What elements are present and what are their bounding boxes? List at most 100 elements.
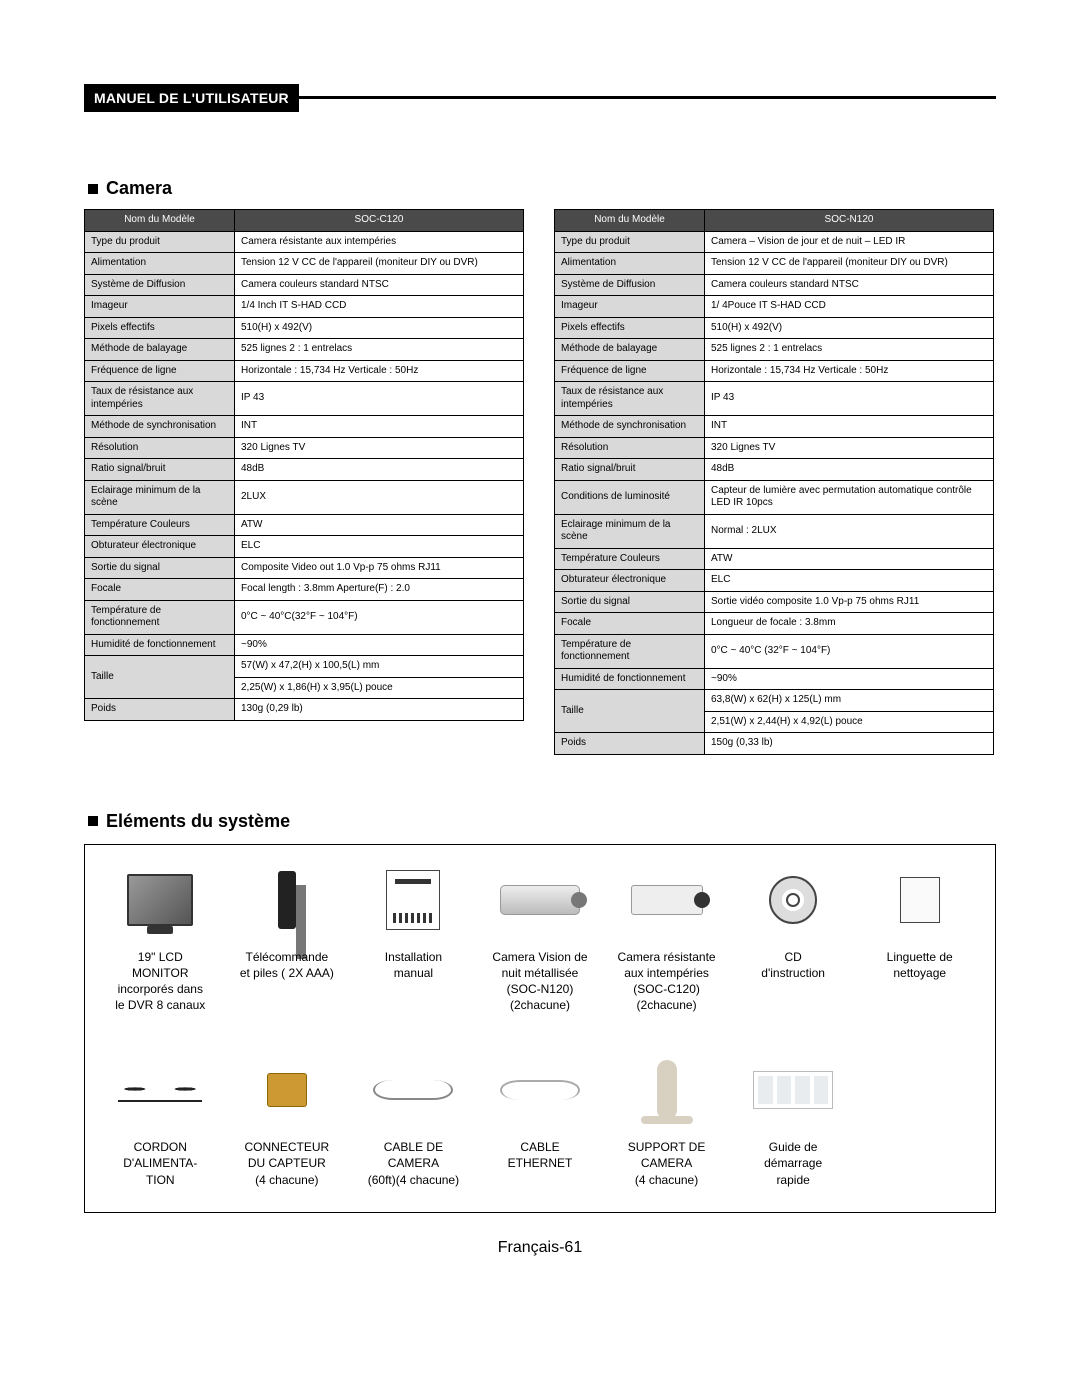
items-row-1: 19" LCD MONITOR incorporés dans le DVR 8… [105,865,975,1014]
item-icon [875,1055,965,1125]
table-row: AlimentationTension 12 V CC de l'apparei… [85,253,524,275]
system-elements-box: 19" LCD MONITOR incorporés dans le DVR 8… [84,844,996,1213]
table-row: Système de DiffusionCamera couleurs stan… [85,274,524,296]
system-item: SUPPORT DE CAMERA (4 chacune) [611,1055,722,1188]
item-icon [242,1055,332,1125]
system-item: Télécommande et piles ( 2X AAA) [232,865,343,1014]
table-row: Taille57(W) x 47,2(H) x 100,5(L) mm [85,656,524,678]
item-icon [242,865,332,935]
spec-value: ATW [235,514,524,536]
spec-label: Pixels effectifs [85,317,235,339]
item-icon [115,865,205,935]
table-row: Température CouleursATW [85,514,524,536]
spec-value: 2,51(W) x 2,44(H) x 4,92(L) pouce [705,711,994,733]
table-row: Taux de résistance aux intempériesIP 43 [85,382,524,416]
spec-value: 63,8(W) x 62(H) x 125(L) mm [705,690,994,712]
table-row: Obturateur électroniqueELC [555,570,994,592]
table-row: Pixels effectifs510(H) x 492(V) [85,317,524,339]
spec-value: Camera – Vision de jour et de nuit – LED… [705,231,994,253]
header-label: MANUEL DE L'UTILISATEUR [84,84,299,112]
spec-label: Imageur [555,296,705,318]
spec-label: Eclairage minimum de la scène [85,480,235,514]
item-label: Installation manual [385,949,442,981]
table-row: Eclairage minimum de la scèneNormal : 2L… [555,514,994,548]
spec-label: Taux de résistance aux intempéries [85,382,235,416]
spec-label: Humidité de fonctionnement [85,634,235,656]
system-item: CORDON D'ALIMENTA- TION [105,1055,216,1188]
spec-label: Méthode de synchronisation [85,416,235,438]
table-row: Sortie du signalSortie vidéo composite 1… [555,591,994,613]
item-icon [495,865,585,935]
system-item: Camera Vision de nuit métallisée (SOC-N1… [485,865,596,1014]
spec-table-soc-n120: Nom du ModèleSOC-N120Type du produitCame… [554,209,994,755]
spec-label: Ratio signal/bruit [555,459,705,481]
item-label: Guide de démarrage rapide [764,1139,822,1188]
spec-value: 48dB [235,459,524,481]
spec-label: Type du produit [555,231,705,253]
item-icon [622,865,712,935]
system-item: CABLE DE CAMERA (60ft)(4 chacune) [358,1055,469,1188]
spec-label: Alimentation [85,253,235,275]
spec-label: Taille [85,656,235,699]
spec-table-soc-c120: Nom du ModèleSOC-C120Type du produitCame… [84,209,524,721]
table-row: Ratio signal/bruit48dB [85,459,524,481]
bullet-icon [88,816,98,826]
table-row: Eclairage minimum de la scène2LUX [85,480,524,514]
item-label: SUPPORT DE CAMERA (4 chacune) [628,1139,706,1188]
spec-label: Poids [85,699,235,721]
spec-label: Poids [555,733,705,755]
table-row: Ratio signal/bruit48dB [555,459,994,481]
spec-value: Longueur de focale : 3.8mm [705,613,994,635]
spec-value: ELC [235,536,524,558]
spec-label: Fréquence de ligne [555,360,705,382]
spec-label: Méthode de balayage [85,339,235,361]
spec-value: ELC [705,570,994,592]
spec-value: Tension 12 V CC de l'appareil (moniteur … [705,253,994,275]
spec-value: 1/4 Inch IT S-HAD CCD [235,296,524,318]
table-row: Humidité de fonctionnement~90% [85,634,524,656]
table-header-left: Nom du Modèle [85,210,235,232]
spec-value: Focal length : 3.8mm Aperture(F) : 2.0 [235,579,524,601]
item-icon [495,1055,585,1125]
spec-label: Taux de résistance aux intempéries [555,382,705,416]
spec-value: 510(H) x 492(V) [705,317,994,339]
spec-value: Camera résistante aux intempéries [235,231,524,253]
spec-value: 320 Lignes TV [235,437,524,459]
spec-value: 2,25(W) x 1,86(H) x 3,95(L) pouce [235,677,524,699]
table-header-left: Nom du Modèle [555,210,705,232]
table-row: FocaleFocal length : 3.8mm Aperture(F) :… [85,579,524,601]
item-label: CORDON D'ALIMENTA- TION [123,1139,197,1188]
system-item: CONNECTEUR DU CAPTEUR (4 chacune) [232,1055,343,1188]
spec-label: Fréquence de ligne [85,360,235,382]
spec-label: Ratio signal/bruit [85,459,235,481]
spec-value: IP 43 [235,382,524,416]
table-row: Imageur1/ 4Pouce IT S-HAD CCD [555,296,994,318]
spec-label: Système de Diffusion [85,274,235,296]
spec-label: Alimentation [555,253,705,275]
table-row: FocaleLongueur de focale : 3.8mm [555,613,994,635]
system-item: Installation manual [358,865,469,1014]
spec-label: Résolution [555,437,705,459]
spec-label: Résolution [85,437,235,459]
spec-value: ~90% [235,634,524,656]
item-label: Linguette de nettoyage [887,949,953,981]
spec-label: Focale [85,579,235,601]
system-item: Camera résistante aux intempéries (SOC-C… [611,865,722,1014]
table-row: Type du produitCamera – Vision de jour e… [555,231,994,253]
spec-label: Sortie du signal [85,557,235,579]
spec-value: INT [235,416,524,438]
item-icon [115,1055,205,1125]
spec-label: Méthode de balayage [555,339,705,361]
spec-value: Horizontale : 15,734 Hz Verticale : 50Hz [235,360,524,382]
item-label: Camera résistante aux intempéries (SOC-C… [618,949,716,1014]
section-title-elements-text: Eléments du système [106,811,290,832]
spec-value: 525 lignes 2 : 1 entrelacs [705,339,994,361]
spec-label: Taille [555,690,705,733]
spec-label: Conditions de luminosité [555,480,705,514]
table-row: Poids130g (0,29 lb) [85,699,524,721]
table-row: Système de DiffusionCamera couleurs stan… [555,274,994,296]
items-row-2: CORDON D'ALIMENTA- TION CONNECTEUR DU CAP… [105,1055,975,1188]
spec-value: 320 Lignes TV [705,437,994,459]
table-row: Imageur1/4 Inch IT S-HAD CCD [85,296,524,318]
spec-label: Température Couleurs [85,514,235,536]
